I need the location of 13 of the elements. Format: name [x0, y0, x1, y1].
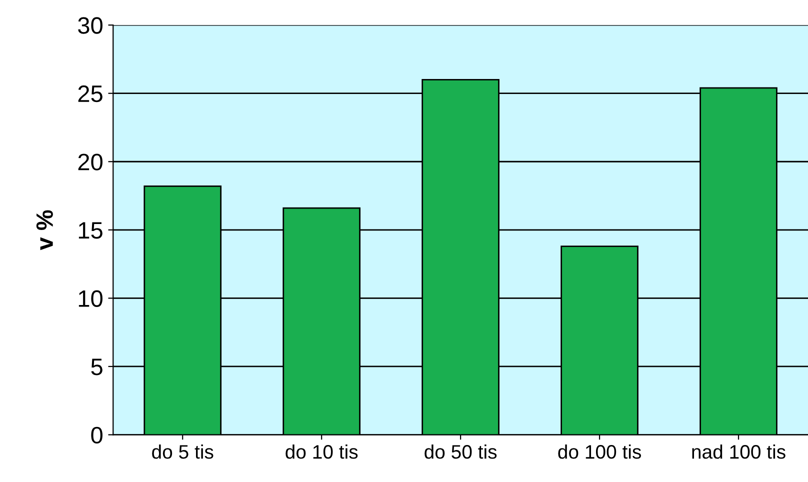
y-tick-label: 30	[78, 17, 102, 34]
y-tick-label: 5	[91, 358, 102, 376]
y-tick-label: 0	[91, 426, 102, 444]
x-tick-label: do 100 tis	[558, 444, 641, 459]
y-tick-label: 20	[78, 154, 102, 170]
x-tick-label: nad 100 tis	[692, 444, 786, 459]
y-axis-title: v %	[36, 210, 53, 250]
y-tick-label: 10	[78, 290, 102, 307]
x-tick-label: do 10 tis	[286, 444, 358, 459]
x-tick-label: do 5 tis	[152, 444, 214, 459]
x-tick-label: do 50 tis	[424, 444, 497, 459]
y-tick-label: 15	[78, 222, 102, 239]
y-tick-label: 25	[78, 85, 102, 102]
